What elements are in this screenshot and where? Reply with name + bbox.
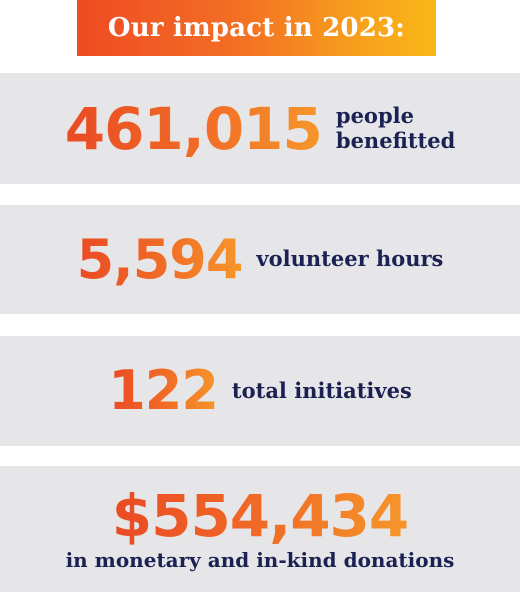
stat-label-people: people benefitted (336, 104, 455, 152)
stat-panel-donations: $554,434 in monetary and in-kind donatio… (0, 466, 520, 592)
stat-label-volunteer-hours: volunteer hours (256, 246, 444, 272)
impact-title: Our impact in 2023: (107, 13, 406, 43)
stat-label-initiatives: total initiatives (231, 377, 412, 403)
stat-label-people-line2: benefitted (335, 127, 456, 153)
impact-title-banner: Our impact in 2023: (77, 0, 436, 56)
stat-value-volunteer-hours: 5,594 (76, 227, 244, 291)
stat-value-donations: $554,434 (111, 481, 410, 550)
stat-label-people-line1: people (335, 103, 414, 129)
stat-label-donations: in monetary and in-kind donations (65, 547, 455, 572)
stat-panel-people: 461,015 people benefitted (0, 73, 520, 184)
stat-panel-volunteer-hours: 5,594 volunteer hours (0, 205, 520, 314)
stat-panel-initiatives: 122 total initiatives (0, 336, 520, 446)
stat-value-initiatives: 122 (108, 359, 219, 422)
stat-value-people: 461,015 (64, 94, 323, 163)
